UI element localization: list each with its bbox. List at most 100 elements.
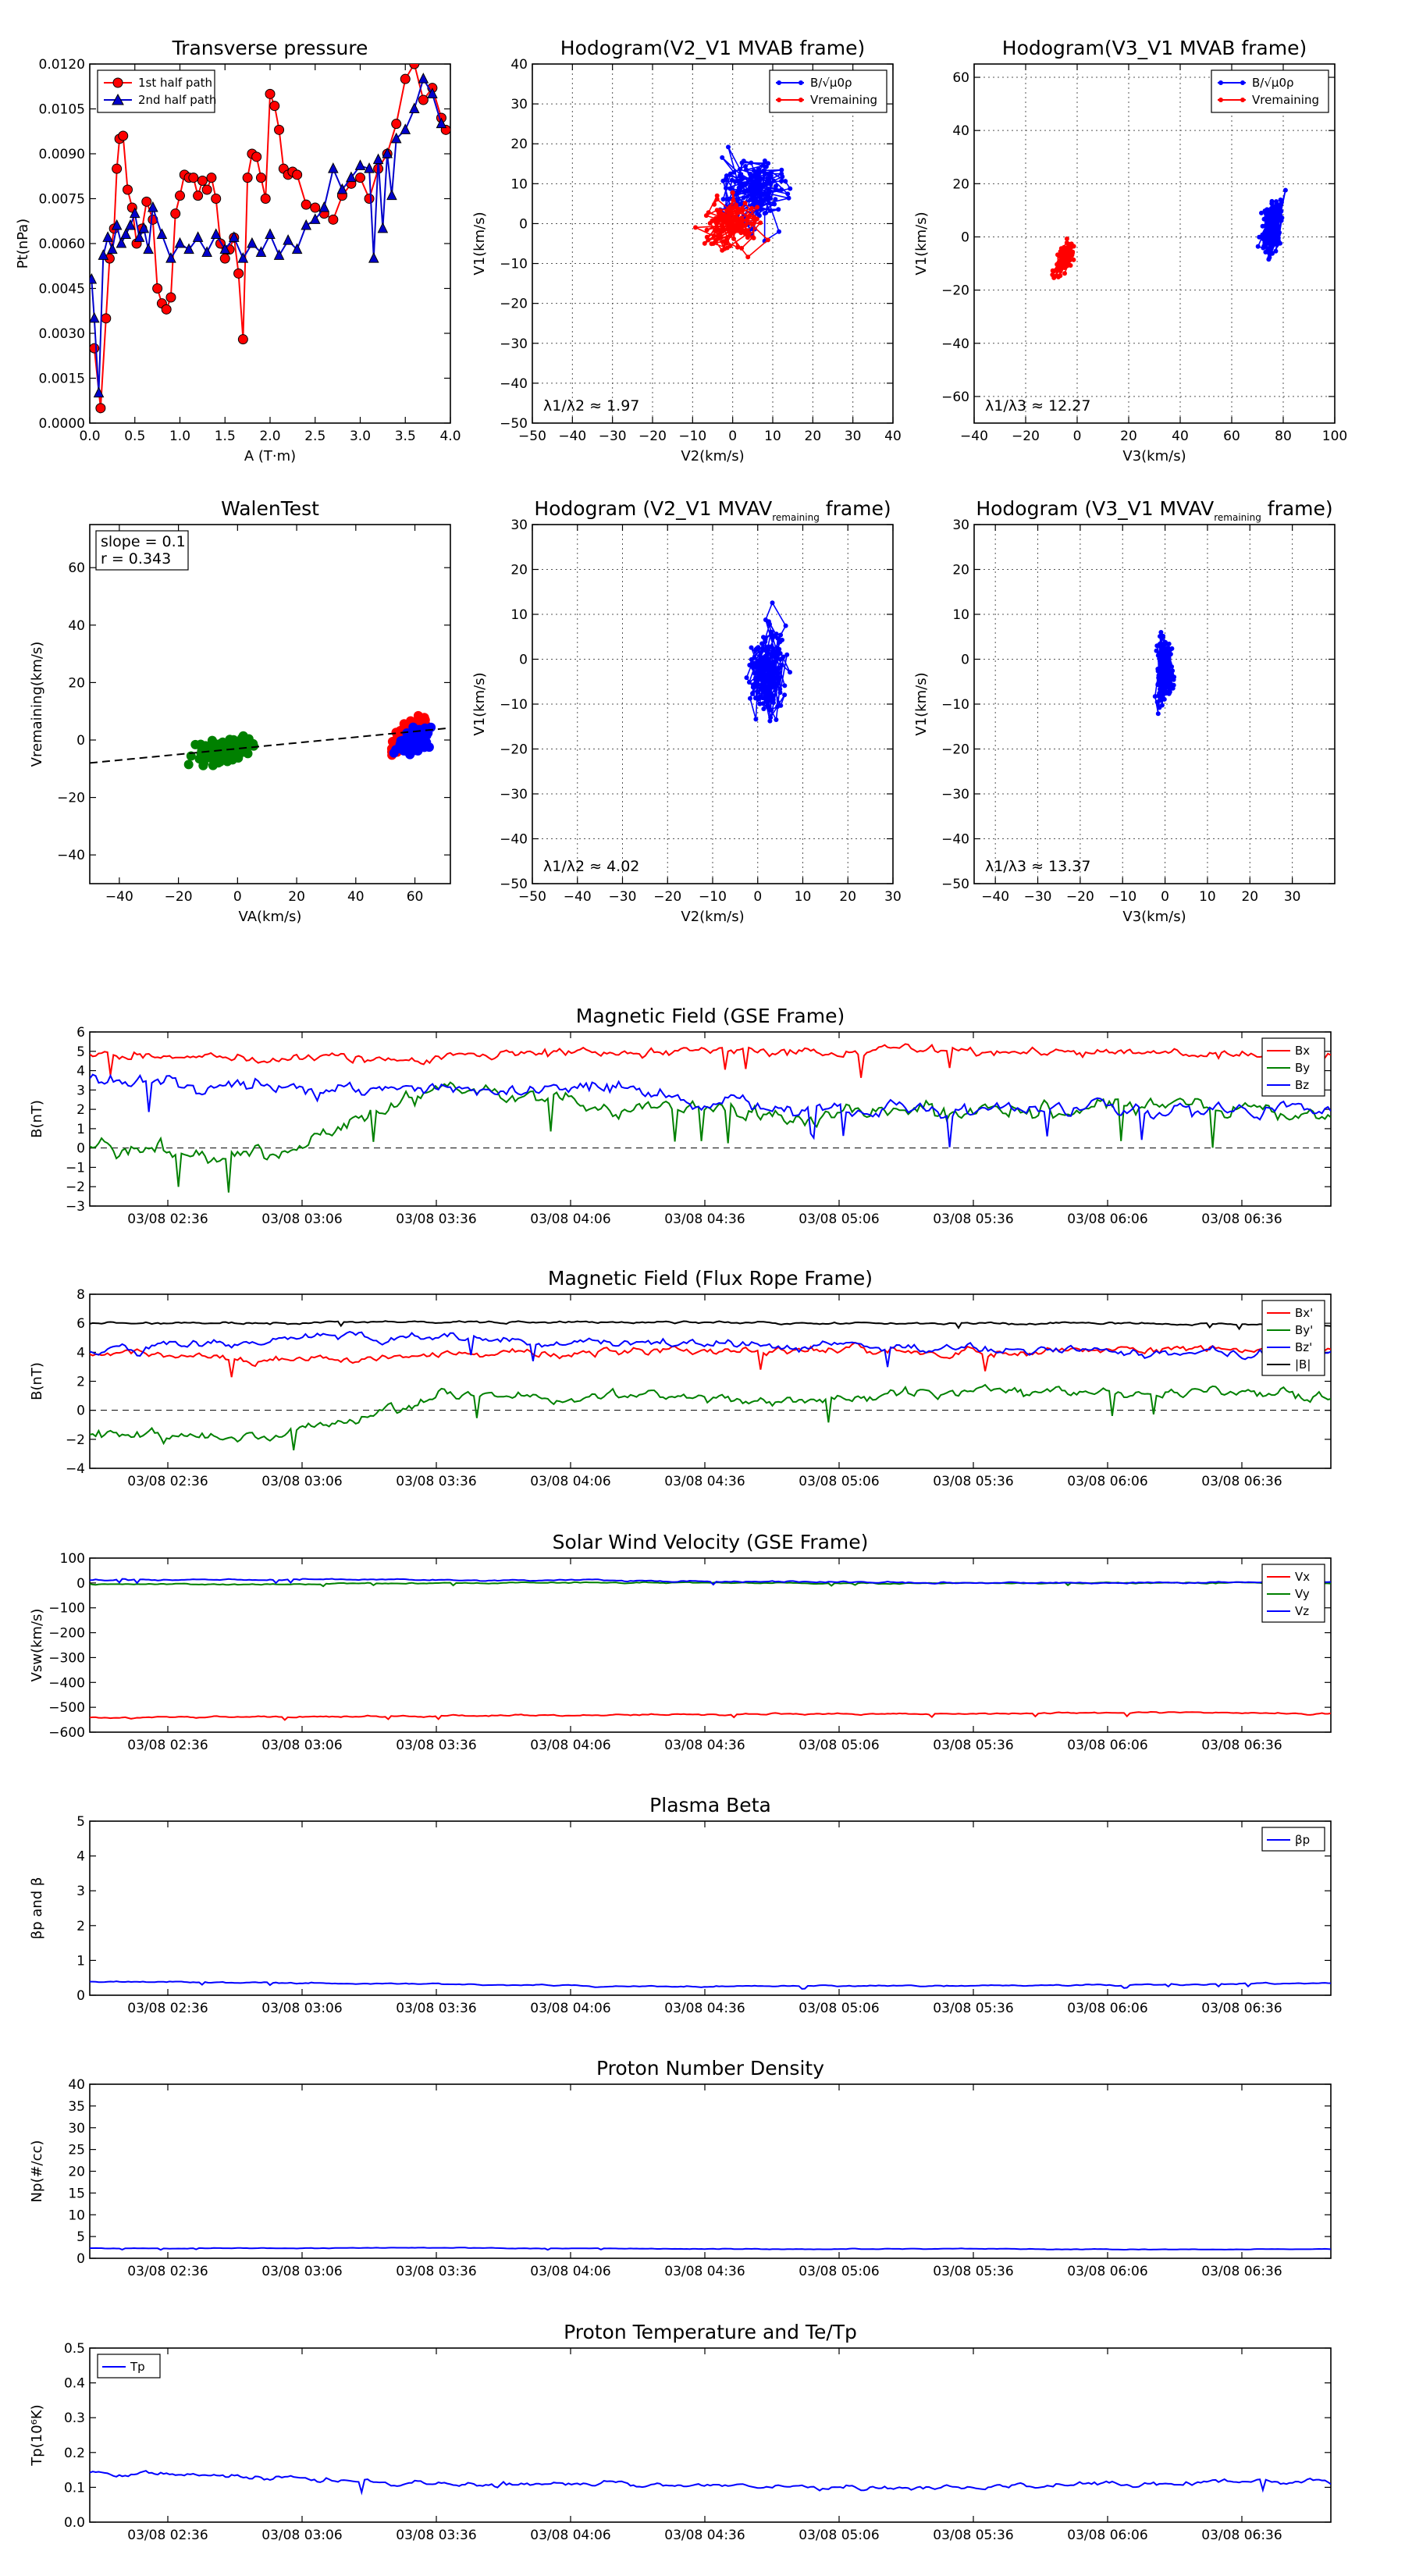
- data-point: [197, 176, 208, 186]
- data-point: [436, 117, 447, 129]
- tp-legend: 1st half path 2nd half path: [97, 69, 216, 113]
- hodogram-v2v1-mvav-title: Hodogram (V2_V1 MVAVremaining frame): [534, 497, 891, 523]
- y-tick-label: 30: [510, 518, 528, 533]
- data-point: [720, 155, 725, 160]
- data-point: [1269, 198, 1275, 204]
- data-point: [198, 760, 208, 770]
- data-point: [757, 701, 763, 706]
- y-tick-label: −50: [500, 877, 528, 892]
- data-point: [743, 231, 748, 237]
- x-tick-label: 3.0: [350, 429, 371, 444]
- y-tick-label: 0.0015: [39, 372, 85, 387]
- proton-temperature-title: Proton Temperature and Te/Tp: [564, 2321, 857, 2343]
- proton-number-density-series-Np: [90, 2247, 1331, 2251]
- data-point: [1278, 197, 1283, 202]
- pb-axes: 03/08 02:36 03/08 03:06 03/08 03:36 03/08 0…: [29, 1814, 1332, 2016]
- x-tick-label: 10: [764, 429, 781, 444]
- data-point: [717, 233, 723, 239]
- data-point: [768, 685, 774, 691]
- data-point: [1166, 672, 1172, 678]
- x-tick-label: 40: [884, 429, 902, 444]
- legend-marker: [1240, 98, 1245, 102]
- data-point: [778, 632, 784, 638]
- np-axes: 03/08 02:36 03/08 03:06 03/08 03:36 03/08 0…: [29, 2077, 1332, 2279]
- data-point: [763, 210, 769, 215]
- x-tick-label: −20: [1012, 429, 1040, 444]
- data-point: [716, 218, 721, 223]
- data-point: [782, 683, 788, 688]
- y-tick-label: 1: [76, 1122, 85, 1137]
- data-point: [1154, 648, 1159, 653]
- x-tick-label: 03/08 06:36: [1201, 1474, 1282, 1489]
- x-tick-label: 03/08 04:06: [530, 2528, 610, 2543]
- hodogram-v2v1-mvab-title: Hodogram(V2_V1 MVAB frame): [560, 37, 865, 59]
- data-point: [769, 631, 774, 636]
- y-tick-label: −2: [66, 1432, 85, 1448]
- data-point: [138, 222, 150, 233]
- data-point: [90, 311, 100, 323]
- y-tick-label: 0.5: [64, 2341, 85, 2357]
- x-tick-label: −10: [699, 889, 727, 905]
- data-point: [762, 158, 767, 163]
- data-point: [727, 211, 733, 215]
- data-point: [419, 742, 429, 753]
- data-point: [781, 654, 786, 660]
- proton-number-density-title: Proton Number Density: [596, 2057, 824, 2080]
- data-point: [227, 755, 237, 765]
- x-tick-label: 100: [1322, 429, 1347, 444]
- mf2-axes: 03/08 02:36 03/08 03:06 03/08 03:36 03/08 0…: [29, 1287, 1332, 1489]
- data-point: [1161, 659, 1166, 664]
- data-point: [273, 249, 285, 260]
- x-tick-label: 03/08 03:36: [396, 2528, 476, 2543]
- data-point: [364, 194, 375, 204]
- x-axis-label: V3(km/s): [1122, 448, 1186, 464]
- data-point: [283, 234, 293, 245]
- data-point: [738, 221, 742, 226]
- data-point: [1275, 212, 1281, 217]
- data-point: [730, 190, 735, 195]
- data-point: [788, 186, 793, 191]
- legend-marker: [1218, 98, 1223, 102]
- data-point: [1282, 187, 1288, 193]
- x-tick-label: 60: [1223, 429, 1240, 444]
- y-tick-label: 3: [76, 1884, 85, 1899]
- y-tick-label: 20: [510, 563, 528, 578]
- y-axis-label: V1(km/s): [471, 212, 488, 275]
- magnetic-field-flux-rope-series-Bz': [90, 1331, 1331, 1368]
- series-second-half: [90, 73, 447, 398]
- x-tick-label: 03/08 04:36: [664, 2001, 745, 2016]
- hodogram-v2v1-mvab-legend: B/√μ0ρ Vremaining: [769, 69, 887, 113]
- plasma-beta-legend: βp: [1261, 1827, 1325, 1852]
- data-point: [1275, 235, 1281, 240]
- annotation-line: slope = 0.1: [101, 533, 186, 550]
- data-point: [161, 304, 172, 315]
- y-tick-label: 20: [952, 563, 969, 578]
- data-point: [1260, 223, 1265, 229]
- data-point: [1166, 641, 1172, 646]
- data-point: [1165, 664, 1170, 669]
- y-tick-label: −20: [500, 742, 528, 758]
- x-tick-label: 03/08 05:06: [799, 1738, 879, 1753]
- data-point: [718, 211, 724, 216]
- data-point: [767, 208, 773, 213]
- x-tick-label: 03/08 03:06: [261, 2264, 342, 2279]
- data-point: [740, 176, 745, 181]
- x-tick-label: −50: [518, 889, 546, 905]
- y-tick-label: 6: [76, 1316, 85, 1332]
- x-tick-label: 0: [1161, 889, 1169, 905]
- data-point: [1278, 240, 1282, 246]
- data-point: [418, 94, 429, 105]
- x-tick-label: 03/08 03:06: [261, 2528, 342, 2543]
- x-tick-label: 20: [805, 429, 822, 444]
- data-point: [1271, 237, 1276, 243]
- data-point: [724, 173, 729, 179]
- data-point: [742, 201, 748, 206]
- data-point: [759, 192, 765, 197]
- data-point: [211, 194, 222, 204]
- y-tick-label: −10: [941, 697, 969, 713]
- x-tick-label: 03/08 03:06: [261, 1474, 342, 1489]
- magnetic-field-gse-series-Bx: [90, 1043, 1331, 1080]
- data-point: [1157, 698, 1162, 703]
- legend-marker: [1218, 80, 1223, 85]
- data-point: [765, 237, 770, 243]
